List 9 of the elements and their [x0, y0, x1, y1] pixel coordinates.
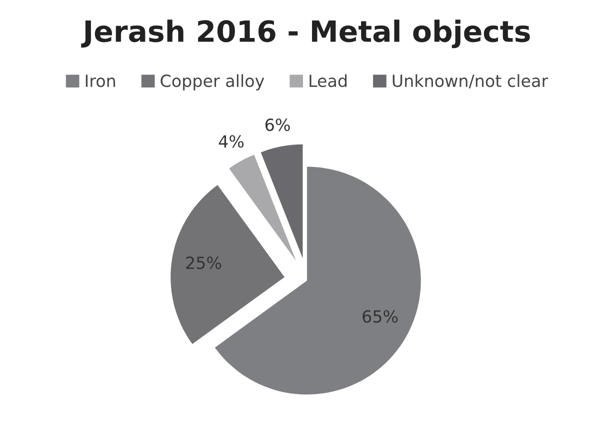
- chart-title: Jerash 2016 - Metal objects: [81, 20, 530, 48]
- legend-label: Lead: [310, 74, 347, 88]
- data-label: 4%: [218, 135, 244, 148]
- data-label: 6%: [265, 118, 290, 132]
- legend-label: Iron: [86, 74, 115, 88]
- legend-label: Unknown/not clear: [392, 74, 548, 88]
- data-label: 65%: [362, 310, 398, 323]
- data-label: 25%: [186, 256, 222, 270]
- legend-label: Copper alloy: [160, 74, 264, 90]
